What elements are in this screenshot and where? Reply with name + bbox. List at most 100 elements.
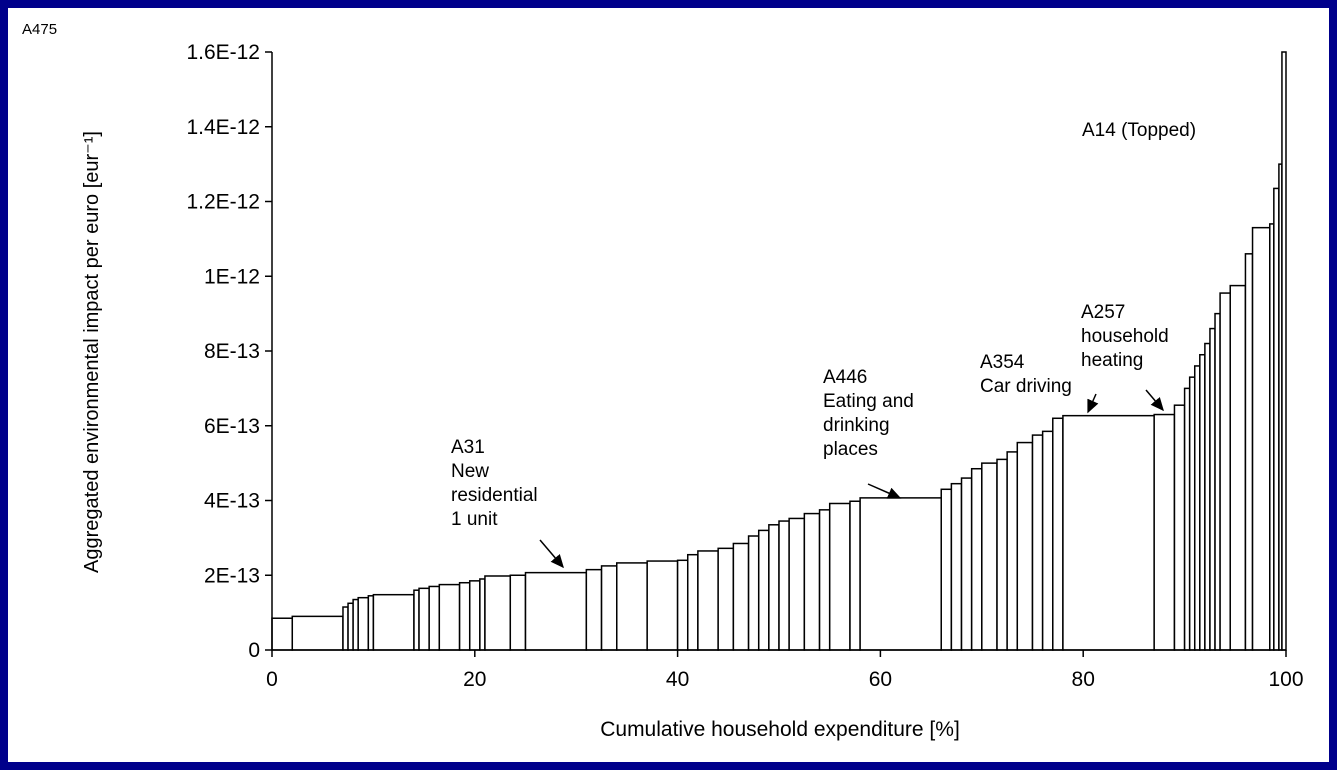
bar bbox=[1153, 413, 1176, 651]
bar bbox=[960, 477, 973, 651]
x-tick-label: 40 bbox=[666, 668, 689, 691]
y-tick-label: 4E-13 bbox=[204, 490, 260, 513]
y-axis-title: Aggregated environmental impact per euro… bbox=[81, 131, 103, 573]
bar bbox=[1199, 353, 1206, 651]
y-tick-label: 1.2E-12 bbox=[186, 191, 260, 214]
bar bbox=[271, 617, 294, 651]
y-tick-label: 1E-12 bbox=[204, 265, 260, 288]
bar bbox=[768, 524, 780, 651]
bar bbox=[828, 502, 851, 651]
bar bbox=[940, 488, 953, 651]
annotation: A14 (Topped) bbox=[1082, 120, 1196, 141]
bar bbox=[347, 602, 354, 651]
bar bbox=[468, 580, 481, 651]
annotation: residential bbox=[451, 485, 538, 506]
bar bbox=[372, 593, 415, 651]
annotation-arrow bbox=[867, 483, 902, 499]
bar bbox=[849, 500, 861, 651]
bar bbox=[479, 578, 486, 651]
bar bbox=[616, 562, 648, 651]
bar bbox=[1006, 451, 1019, 651]
bar bbox=[981, 462, 998, 651]
bar bbox=[1062, 414, 1155, 651]
bar bbox=[818, 509, 831, 651]
y-tick-label: 0 bbox=[248, 639, 260, 662]
annotation: places bbox=[823, 439, 878, 460]
bar bbox=[524, 571, 588, 651]
bar bbox=[438, 583, 461, 651]
x-tick-label: 100 bbox=[1268, 668, 1303, 691]
bar bbox=[1193, 365, 1201, 651]
bar bbox=[1031, 434, 1044, 651]
annotation: heating bbox=[1081, 350, 1143, 371]
bar bbox=[1209, 327, 1216, 651]
bar bbox=[509, 574, 527, 651]
bar bbox=[1041, 430, 1054, 651]
bar bbox=[352, 598, 359, 651]
annotation: drinking bbox=[823, 415, 890, 436]
y-tick-label: 1.4E-12 bbox=[186, 116, 260, 139]
bar bbox=[1204, 342, 1211, 651]
bar bbox=[458, 581, 471, 651]
x-axis-title: Cumulative household expenditure [%] bbox=[600, 718, 960, 741]
bar bbox=[1052, 417, 1064, 651]
y-tick-label: 1.6E-12 bbox=[186, 41, 260, 64]
annotation: New bbox=[451, 461, 489, 482]
bar bbox=[1273, 187, 1280, 651]
bar bbox=[757, 529, 770, 651]
corner-label: A475 bbox=[22, 21, 57, 38]
annotation: Eating and bbox=[823, 391, 914, 412]
bar bbox=[1016, 441, 1034, 651]
y-tick-label: 8E-13 bbox=[204, 340, 260, 363]
bar bbox=[357, 596, 370, 651]
bar bbox=[1214, 312, 1221, 651]
bar bbox=[646, 560, 679, 651]
bar bbox=[1183, 387, 1191, 651]
bar bbox=[342, 606, 349, 651]
bar bbox=[367, 595, 375, 651]
bar bbox=[1251, 226, 1271, 651]
bar bbox=[950, 482, 963, 651]
bar bbox=[1188, 376, 1196, 651]
bar bbox=[697, 550, 719, 651]
annotation: A257 bbox=[1081, 302, 1125, 323]
x-tick-label: 0 bbox=[266, 668, 278, 691]
bar bbox=[585, 568, 603, 651]
bar bbox=[732, 542, 750, 651]
annotation: A31 bbox=[451, 437, 485, 458]
bar bbox=[747, 535, 760, 651]
x-tick-label: 20 bbox=[463, 668, 486, 691]
bar bbox=[717, 547, 735, 651]
bar bbox=[686, 553, 699, 651]
y-tick-label: 6E-13 bbox=[204, 415, 260, 438]
bar bbox=[1244, 253, 1254, 651]
bar bbox=[778, 520, 790, 651]
bar bbox=[996, 458, 1008, 651]
bar bbox=[413, 589, 420, 651]
bar bbox=[418, 587, 430, 651]
bar bbox=[788, 517, 806, 651]
bar bbox=[600, 565, 618, 651]
annotation: Car driving bbox=[980, 376, 1072, 397]
bar bbox=[1219, 292, 1231, 651]
bar bbox=[859, 497, 942, 651]
annotation: A354 bbox=[980, 352, 1025, 373]
x-tick-label: 60 bbox=[869, 668, 892, 691]
annotation-arrow bbox=[1087, 393, 1099, 414]
annotation-arrow bbox=[539, 539, 564, 569]
bar bbox=[428, 585, 441, 651]
bar bbox=[484, 575, 512, 651]
x-tick-label: 80 bbox=[1072, 668, 1095, 691]
annotation: A446 bbox=[823, 367, 867, 388]
bar bbox=[970, 467, 983, 651]
annotation: household bbox=[1081, 326, 1169, 347]
bar bbox=[1173, 404, 1186, 651]
bar bbox=[1281, 51, 1287, 651]
bar bbox=[1229, 284, 1247, 651]
bar bbox=[803, 512, 821, 651]
y-tick-label: 2E-13 bbox=[204, 564, 260, 587]
bar bbox=[676, 559, 689, 651]
annotation: 1 unit bbox=[451, 509, 498, 530]
